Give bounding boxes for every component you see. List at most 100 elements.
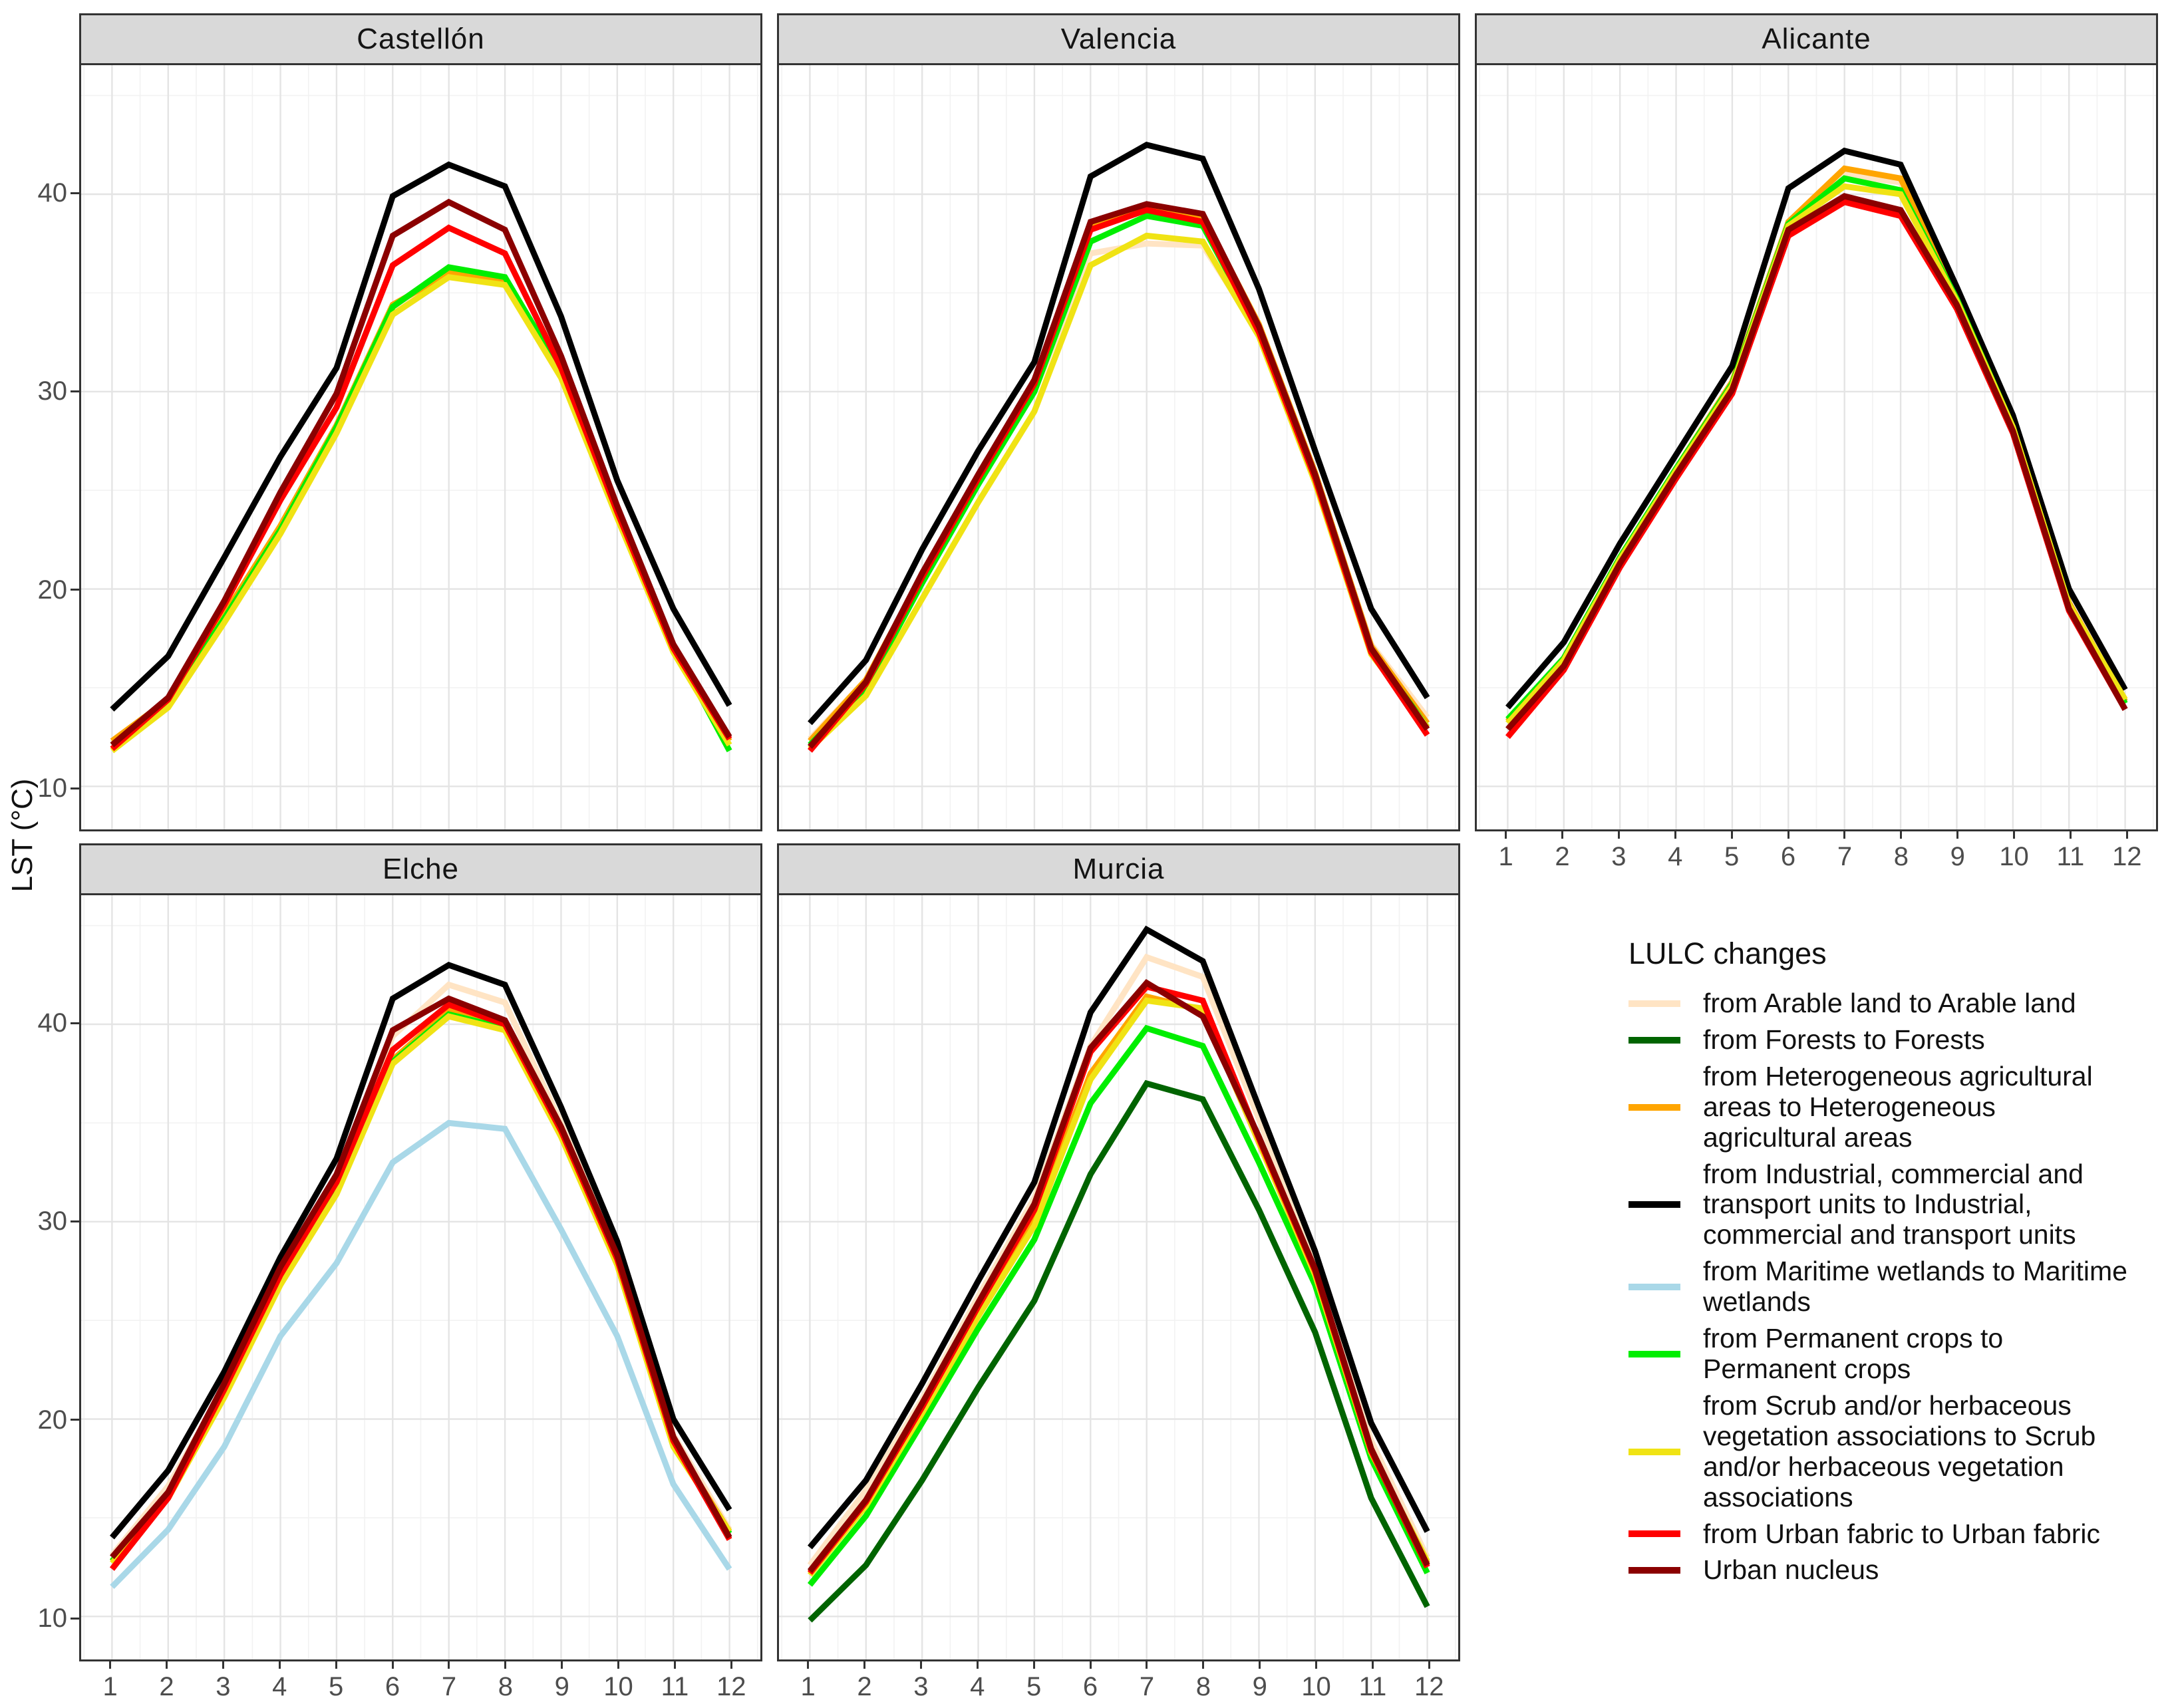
legend-item-arable: from Arable land to Arable land: [1628, 988, 2134, 1019]
plot-area: [79, 893, 762, 1661]
legend-item-maritime: from Maritime wetlands to Maritime wetla…: [1628, 1256, 2134, 1318]
legend-key-swatch: [1628, 1036, 1680, 1044]
x-axis-tick-label: 11: [1358, 1672, 1387, 1701]
facet-strip: Murcia: [777, 843, 1460, 893]
x-axis-tick: [976, 1661, 979, 1669]
y-axis-tick: [71, 589, 79, 591]
x-axis-tick: [1730, 831, 1733, 839]
x-axis-tick: [504, 1661, 507, 1669]
legend-item-industrial: from Industrial, commercial and transpor…: [1628, 1159, 2134, 1251]
x-axis-tick-label: 3: [216, 1672, 231, 1701]
legend-item-label: from Forests to Forests: [1703, 1024, 1985, 1055]
y-axis-tick: [71, 1419, 79, 1421]
y-axis-tick: [71, 1617, 79, 1620]
x-axis-tick: [1787, 831, 1789, 839]
x-axis-tick-label: 1: [1498, 842, 1513, 871]
legend-key-swatch: [1628, 1103, 1680, 1111]
x-axis-tick: [1089, 1661, 1092, 1669]
x-axis-tick-label: 3: [913, 1672, 929, 1701]
x-axis-tick: [863, 1661, 866, 1669]
x-axis-tick-label: 2: [857, 1672, 872, 1701]
x-axis-tick: [1617, 831, 1620, 839]
x-axis-tick-label: 9: [1252, 1672, 1267, 1701]
y-axis-tick-label: 20: [37, 1405, 68, 1435]
legend-item-urban_nucleus: Urban nucleus: [1628, 1554, 2134, 1586]
x-axis-tick-label: 2: [1555, 842, 1570, 871]
legend-item-label: from Arable land to Arable land: [1703, 988, 2076, 1018]
y-axis-tick: [71, 192, 79, 194]
x-axis-tick: [1259, 1661, 1261, 1669]
series-line-urban_nucleus: [808, 201, 1430, 749]
series-line-maritime: [110, 1119, 732, 1590]
plot-area: [79, 63, 762, 831]
legend-key-swatch: [1628, 1284, 1680, 1291]
legend-item-label: from Scrub and/or herbaceous vegetation …: [1703, 1389, 2096, 1512]
legend-item-label: from Maritime wetlands to Maritime wetla…: [1703, 1256, 2127, 1318]
series-line-industrial: [808, 142, 1430, 726]
facet-alicante: Alicante 1 2 3 4 5 6 7 8 9 10 11 12: [1475, 13, 2158, 871]
x-axis-tick: [2125, 831, 2128, 839]
x-axis-tick: [673, 1661, 676, 1669]
x-axis-tick: [1428, 1661, 1430, 1669]
x-axis-tick-label: 8: [1195, 1672, 1211, 1701]
facet-strip: Castellón: [79, 13, 762, 63]
y-axis-tick: [71, 1022, 79, 1024]
x-axis-tick-label: 6: [1082, 1672, 1098, 1701]
y-axis-tick-label: 30: [37, 376, 68, 406]
y-axis-tick-label: 10: [37, 774, 68, 803]
plot-area: [1475, 63, 2158, 831]
x-axis-tick: [1900, 831, 1903, 839]
x-axis-tick: [109, 1661, 112, 1669]
facet-castellon: Castellón 10 20 30 40: [38, 13, 762, 831]
series-line-industrial: [109, 962, 732, 1540]
x-axis-tick: [1956, 831, 1959, 839]
x-axis-tick-label: 1: [800, 1672, 816, 1701]
y-axis-tick: [71, 1220, 79, 1222]
series-line-urban_nucleus: [807, 978, 1430, 1573]
plot-area: [777, 893, 1460, 1661]
series-line-industrial: [110, 161, 732, 712]
x-axis-tick-label: 5: [329, 1672, 344, 1701]
x-axis-tick: [561, 1661, 563, 1669]
y-axis-tick-label: 10: [37, 1604, 68, 1633]
x-axis-tick: [1315, 1661, 1318, 1669]
series-line-industrial: [807, 925, 1430, 1550]
x-axis-tick: [2013, 831, 2016, 839]
panel-canvas: [779, 895, 1458, 1659]
legend-item-forests: from Forests to Forests: [1628, 1024, 2134, 1056]
x-axis-tick-label: 6: [1780, 842, 1796, 871]
legend-item-label: from Heterogeneous agricultural areas to…: [1703, 1060, 2093, 1153]
legend-item-heterogeneous: from Heterogeneous agricultural areas to…: [1628, 1060, 2134, 1153]
legend-items: from Arable land to Arable land from Fore…: [1628, 988, 2134, 1586]
x-axis-tick-label: 5: [1724, 842, 1740, 871]
x-axis-tick-label: 12: [716, 1672, 746, 1701]
x-axis-tick: [1674, 831, 1676, 839]
panel-canvas: [779, 65, 1458, 829]
x-axis-tick-label: 12: [1414, 1672, 1444, 1701]
facet-strip: Valencia: [777, 13, 1460, 63]
x-axis-tick: [1146, 1661, 1148, 1669]
x-axis-tick-label: 8: [1893, 842, 1909, 871]
facet-elche: Elche 10 20 30 40 1 2 3 4 5 6 7 8 9 10 11 12: [38, 843, 762, 1701]
x-axis-tick-label: 10: [603, 1672, 633, 1701]
x-axis-tick: [1561, 831, 1564, 839]
x-axis-tick-label: 11: [2056, 842, 2085, 871]
y-axis-tick-label: 40: [37, 178, 68, 208]
legend-key-swatch: [1628, 1530, 1680, 1538]
facet-title: Elche: [382, 853, 460, 885]
facet-strip: Elche: [79, 843, 762, 893]
panel-canvas: [81, 895, 760, 1659]
x-axis-tick-label: 7: [1139, 1672, 1155, 1701]
facet-strip: Alicante: [1475, 13, 2158, 63]
legend-key-swatch: [1628, 1201, 1680, 1209]
x-axis-tick-label: 5: [1026, 1672, 1042, 1701]
x-axis-tick-label: 12: [2112, 842, 2142, 871]
x-axis-tick-label: 4: [272, 1672, 287, 1701]
legend-item-label: from Urban fabric to Urban fabric: [1703, 1518, 2101, 1549]
x-axis-tick-label: 4: [1668, 842, 1683, 871]
series-line-urban_nucleus: [110, 198, 732, 748]
legend-item-label: Urban nucleus: [1703, 1554, 1879, 1586]
series-line-urban_nucleus: [110, 995, 732, 1560]
panel-canvas: [81, 65, 760, 829]
